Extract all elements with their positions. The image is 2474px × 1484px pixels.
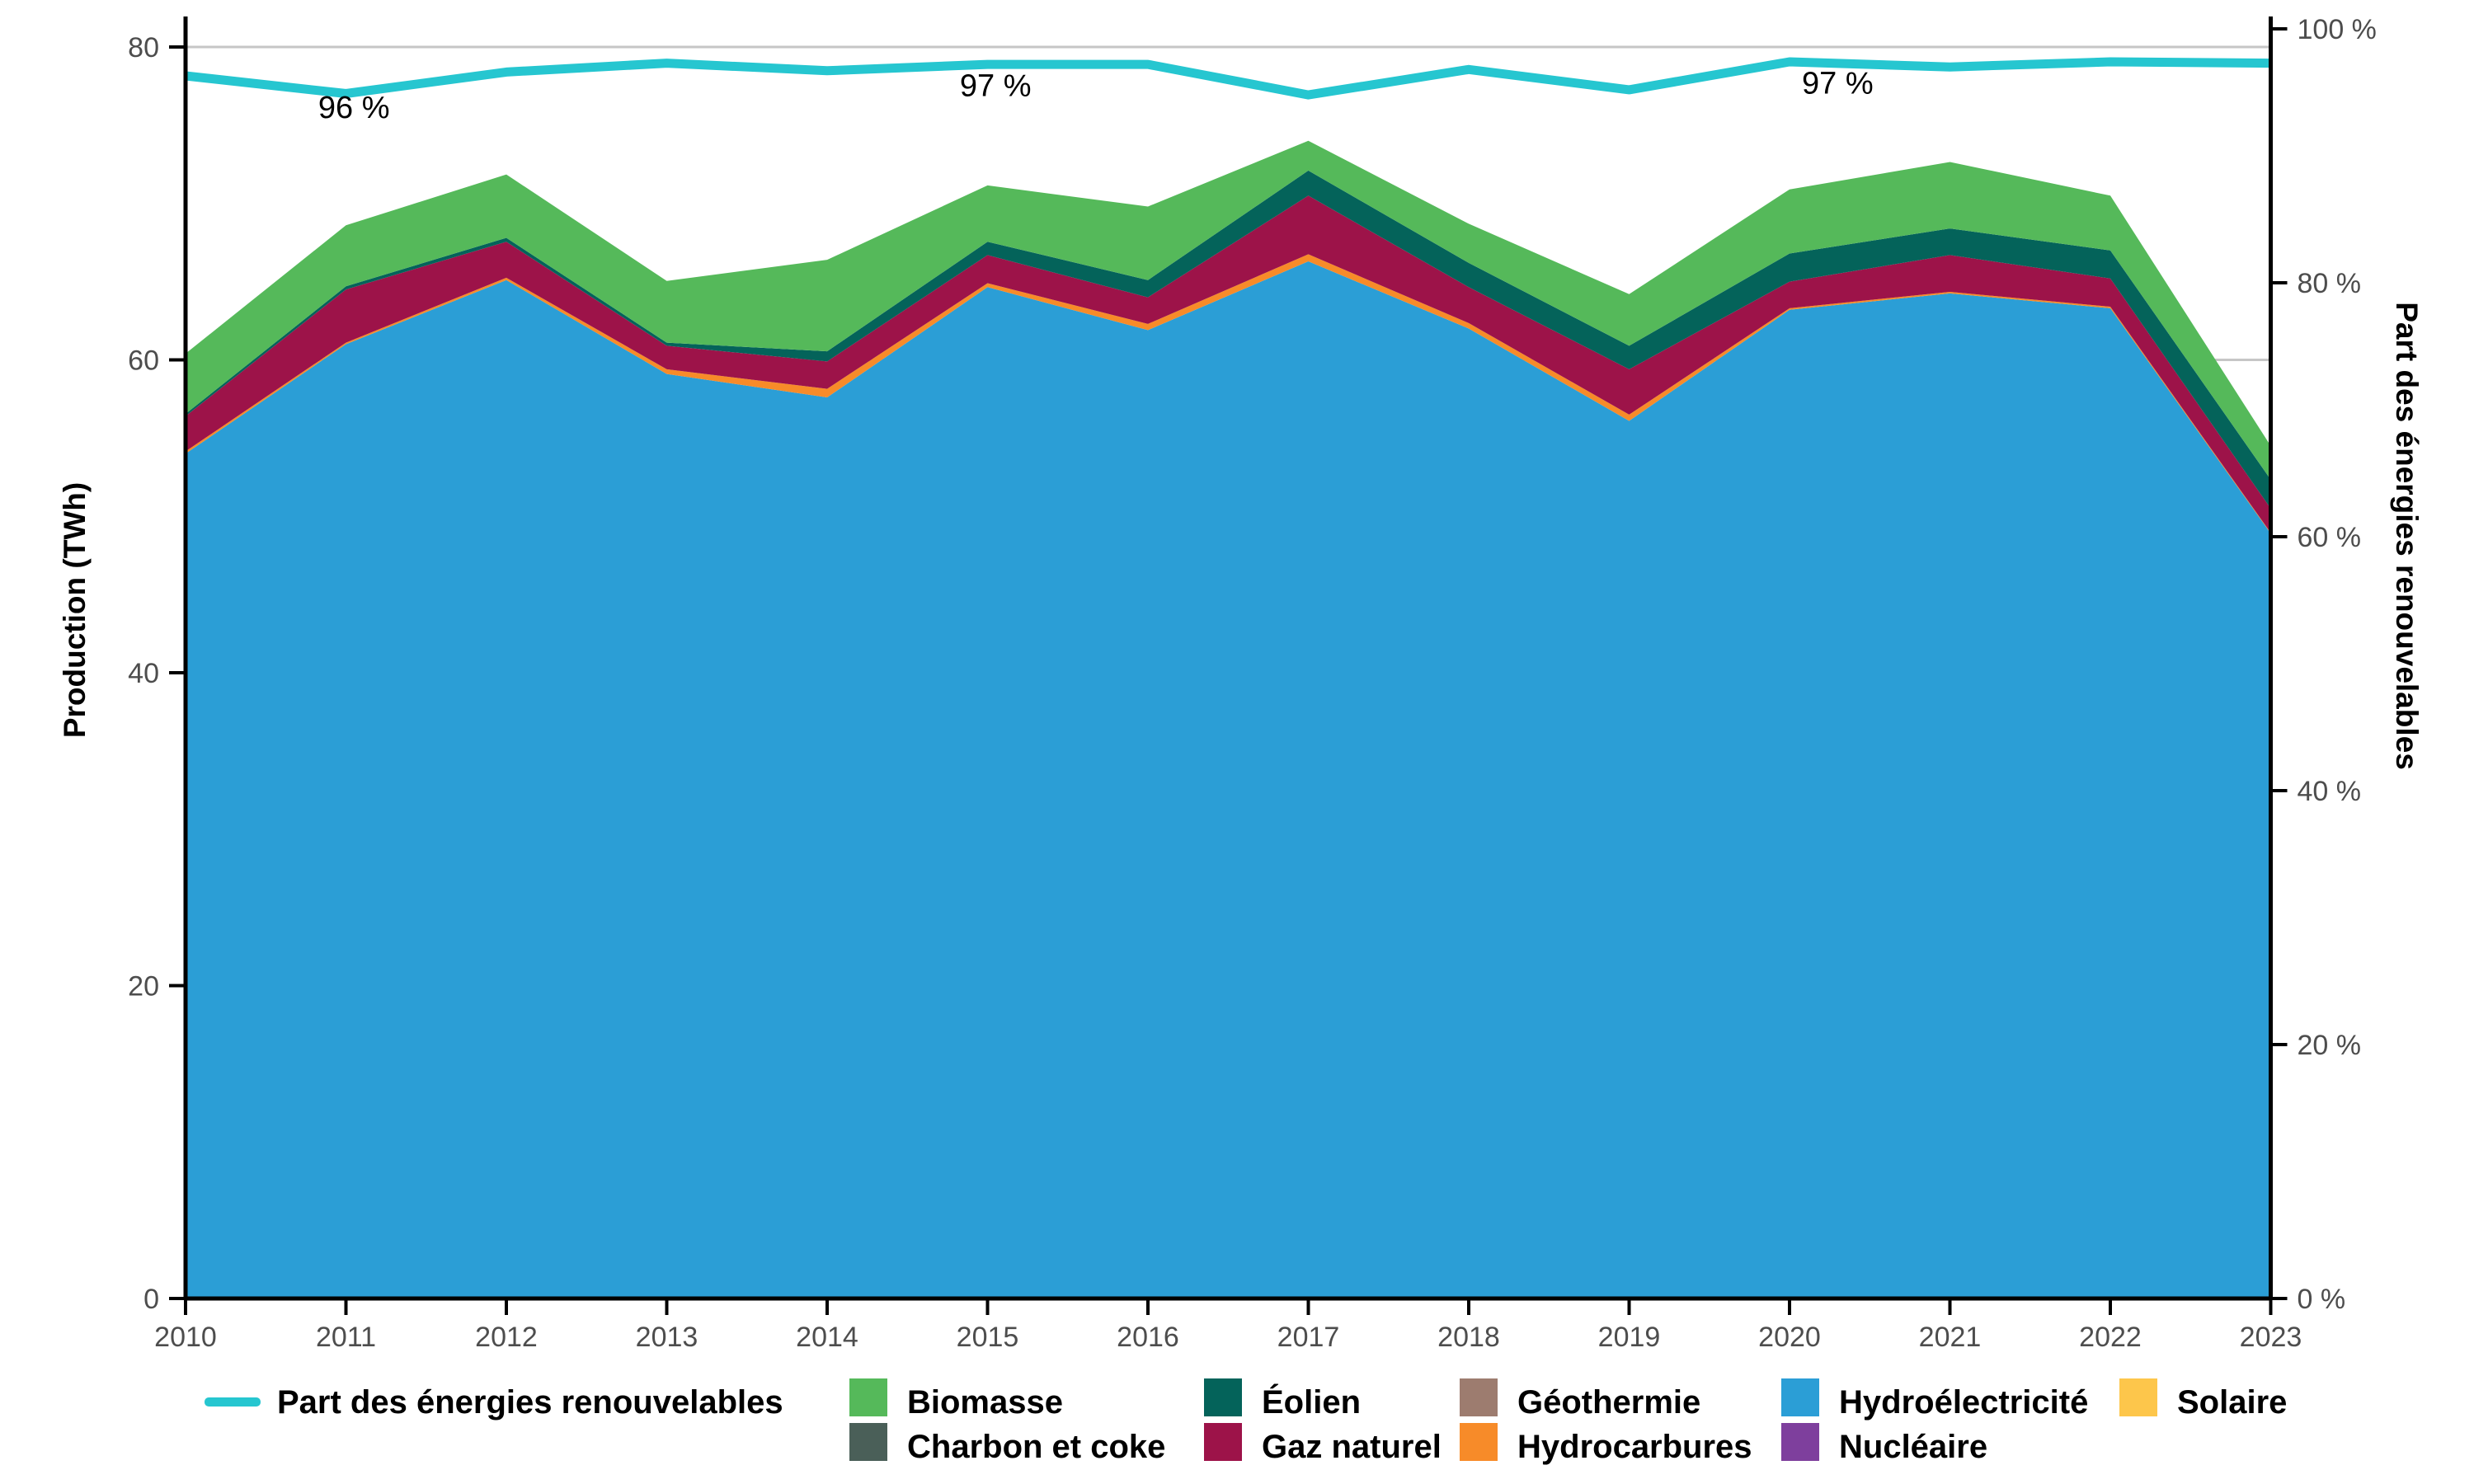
legend-label-gaz-naturel: Gaz naturel (1262, 1429, 1442, 1465)
area-gaz-naturel (186, 195, 2271, 533)
y-right-tick-label: 0 % (2298, 1284, 2346, 1315)
x-tick-label: 2015 (957, 1322, 1019, 1353)
y-left-tick-label: 20 (128, 971, 159, 1003)
renewables-line-layer (185, 57, 2271, 100)
area-hydroelectricite (186, 261, 2271, 1298)
y-left-tick-label: 40 (128, 658, 159, 689)
x-tick-label: 2020 (1758, 1322, 1821, 1353)
legend-label-part-renouvelables: Part des énergies renouvelables (277, 1384, 783, 1421)
legend-label-biomasse: Biomasse (907, 1384, 1063, 1421)
y-right-tick-label: 80 % (2298, 268, 2362, 299)
y-right-tick-label: 20 % (2298, 1030, 2362, 1061)
y-axis-title-left: Production (TWh) (58, 482, 92, 738)
legend-swatch-geothermie (1460, 1378, 1498, 1416)
y-left-tick-label: 60 (128, 345, 159, 377)
legend-label-geothermie: Géothermie (1517, 1384, 1701, 1421)
annotations-layer: 96 % 97 % 97 % (318, 67, 1874, 125)
legend-label-nucleaire: Nucléaire (1839, 1429, 1988, 1465)
renewables-line-legend-swatch (205, 1397, 261, 1407)
chart-legend: Part des énergies renouvelables Biomasse C… (0, 1360, 2474, 1484)
x-tick-label: 2022 (2079, 1322, 2142, 1353)
x-tick-label: 2016 (1117, 1322, 1179, 1353)
legend-label-hydrocarbures: Hydrocarbures (1517, 1429, 1752, 1465)
legend-swatch-solaire (2119, 1378, 2157, 1416)
x-tick-label: 2017 (1277, 1322, 1340, 1353)
area-eolien (186, 170, 2271, 509)
y-left-tick-label: 80 (128, 32, 159, 63)
x-tick-label: 2014 (796, 1322, 858, 1353)
y-right-tick-label: 40 % (2298, 776, 2362, 807)
legend-swatch-eolien (1204, 1378, 1242, 1416)
x-tick-label: 2013 (636, 1322, 698, 1353)
y-axis-title-right: Part des énergies renouvelables (2390, 302, 2424, 770)
legend-label-solaire: Solaire (2177, 1384, 2288, 1421)
legend-label-eolien: Éolien (1262, 1384, 1362, 1421)
y-left-tick-label: 0 (143, 1284, 159, 1315)
legend-label-hydroelectricite: Hydroélectricité (1839, 1384, 2089, 1421)
legend-swatch-biomasse (849, 1378, 887, 1416)
x-tick-label: 2012 (475, 1322, 538, 1353)
y-right-tick-label: 100 % (2298, 14, 2377, 45)
stacked-areas-layer (186, 140, 2271, 1298)
legend-swatch-gaz-naturel (1204, 1423, 1242, 1461)
area-biomasse (186, 140, 2271, 480)
x-tick-label: 2011 (316, 1322, 376, 1353)
stacked-area-chart: 0 20 40 60 80 0 % 20 % 40 % 60 % 80 % 100 % 2010 201… (58, 14, 2424, 1353)
y-right-tick-label: 60 % (2298, 522, 2362, 553)
legend-swatch-nucleaire (1781, 1423, 1819, 1461)
legend-label-charbon-et-coke: Charbon et coke (907, 1429, 1166, 1465)
x-tick-label: 2021 (1919, 1322, 1982, 1353)
pct-annotation: 97 % (960, 69, 1032, 104)
renewables-share-line (185, 57, 2271, 100)
legend-swatch-hydrocarbures (1460, 1423, 1498, 1461)
x-tick-label: 2023 (2240, 1322, 2302, 1353)
x-tick-label: 2010 (154, 1322, 217, 1353)
legend-swatch-hydroelectricite (1781, 1378, 1819, 1416)
legend-swatch-charbon-et-coke (849, 1423, 887, 1461)
x-tick-label: 2018 (1437, 1322, 1500, 1353)
x-tick-label: 2019 (1598, 1322, 1661, 1353)
axes-layer: 0 20 40 60 80 0 % 20 % 40 % 60 % 80 % 100 % 2010 201… (128, 14, 2377, 1353)
pct-annotation: 96 % (318, 91, 390, 125)
pct-annotation: 97 % (1802, 67, 1874, 101)
